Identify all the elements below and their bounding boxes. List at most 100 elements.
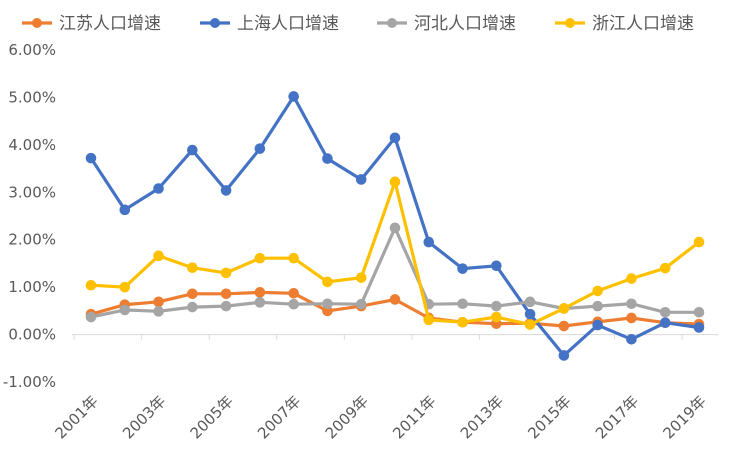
- data-point: [524, 296, 536, 308]
- data-point: [626, 298, 637, 310]
- data-point: [254, 252, 266, 264]
- data-point: [220, 300, 232, 312]
- data-point: [288, 288, 299, 299]
- data-point: [693, 322, 705, 333]
- data-point: [389, 294, 401, 305]
- x-tick-label: 2011年: [389, 392, 439, 442]
- data-point: [85, 311, 97, 323]
- data-point: [592, 300, 603, 312]
- data-point: [626, 273, 637, 284]
- data-point: [524, 308, 536, 320]
- data-point: [322, 298, 333, 310]
- legend-swatch-marker: [32, 18, 42, 28]
- data-point: [322, 276, 333, 288]
- y-tick-label: -1.00%: [3, 373, 56, 391]
- x-tick-label: 2007年: [254, 392, 304, 442]
- series-lines: [85, 91, 705, 361]
- y-tick-label: 5.00%: [8, 88, 56, 106]
- data-point: [220, 185, 232, 196]
- legend-item: 浙江人口增速: [555, 14, 694, 34]
- data-point: [119, 304, 131, 316]
- y-tick-label: 4.00%: [8, 136, 56, 154]
- data-point: [457, 316, 468, 328]
- data-point: [85, 279, 97, 291]
- y-tick-label: 1.00%: [8, 278, 56, 296]
- data-point: [491, 311, 502, 323]
- data-point: [693, 236, 705, 248]
- data-point: [187, 144, 198, 156]
- data-point: [389, 222, 401, 234]
- x-tick-label: 2005年: [187, 392, 237, 442]
- data-point: [659, 262, 671, 274]
- legend-swatch-marker: [210, 18, 220, 28]
- data-point: [254, 297, 266, 308]
- x-tick-label: 2003年: [119, 392, 169, 442]
- data-point: [220, 267, 232, 279]
- legend-swatch-marker: [565, 18, 575, 28]
- data-point: [288, 91, 299, 102]
- x-tick-label: 2019年: [659, 392, 709, 442]
- data-point: [592, 285, 603, 297]
- data-point: [153, 250, 164, 262]
- legend-label: 浙江人口增速: [592, 14, 694, 34]
- data-point: [389, 132, 401, 144]
- legend-label: 上海人口增速: [237, 14, 339, 34]
- data-point: [220, 288, 232, 300]
- data-point: [626, 312, 637, 324]
- data-point: [187, 301, 198, 313]
- y-tick-label: 6.00%: [8, 41, 56, 59]
- data-point: [457, 263, 468, 274]
- data-point: [288, 252, 299, 264]
- data-point: [322, 153, 333, 164]
- legend-label: 江苏人口增速: [59, 14, 161, 34]
- x-tick-label: 2009年: [322, 392, 372, 442]
- data-point: [659, 306, 671, 318]
- y-tick-label: 0.00%: [8, 326, 56, 344]
- data-point: [119, 281, 131, 293]
- data-point: [389, 176, 401, 188]
- data-point: [491, 260, 502, 272]
- series-2: [85, 222, 705, 323]
- data-point: [288, 298, 299, 310]
- series-3: [85, 176, 705, 330]
- data-point: [85, 152, 97, 164]
- x-tick-label: 2001年: [51, 392, 101, 442]
- data-point: [592, 319, 603, 331]
- x-tick-label: 2013年: [457, 392, 507, 442]
- data-point: [423, 236, 435, 248]
- data-point: [119, 204, 131, 216]
- legend-label: 河北人口增速: [414, 14, 516, 34]
- axes: -1.00% 0.00% 1.00% 2.00% 3.00% 4.00% 5.00% 6.00…: [3, 41, 718, 442]
- data-point: [693, 306, 705, 318]
- y-tick-label: 2.00%: [8, 231, 56, 249]
- data-point: [153, 306, 164, 317]
- data-point: [491, 300, 502, 312]
- y-tick-label: 3.00%: [8, 183, 56, 201]
- data-point: [153, 183, 164, 194]
- x-tick-label: 2015年: [524, 392, 574, 442]
- legend-item: 河北人口增速: [377, 14, 516, 34]
- data-point: [355, 272, 367, 283]
- data-point: [187, 288, 198, 300]
- data-point: [153, 296, 164, 308]
- data-point: [423, 314, 435, 326]
- data-point: [659, 317, 671, 329]
- data-point: [558, 350, 570, 361]
- data-point: [558, 303, 570, 314]
- legend-item: 江苏人口增速: [22, 14, 161, 34]
- data-point: [355, 174, 367, 185]
- data-point: [626, 334, 637, 345]
- data-point: [524, 319, 536, 330]
- x-tick-label: 2017年: [592, 392, 642, 442]
- data-point: [457, 298, 468, 310]
- data-point: [187, 262, 198, 273]
- data-point: [355, 298, 367, 310]
- series-1: [85, 91, 705, 361]
- data-point: [254, 143, 266, 154]
- legend-item: 上海人口增速: [200, 14, 339, 34]
- data-point: [558, 320, 570, 332]
- legend-swatch-marker: [387, 18, 397, 28]
- legend: 江苏人口增速 上海人口增速 河北人口增速 浙江人口增速: [22, 14, 694, 34]
